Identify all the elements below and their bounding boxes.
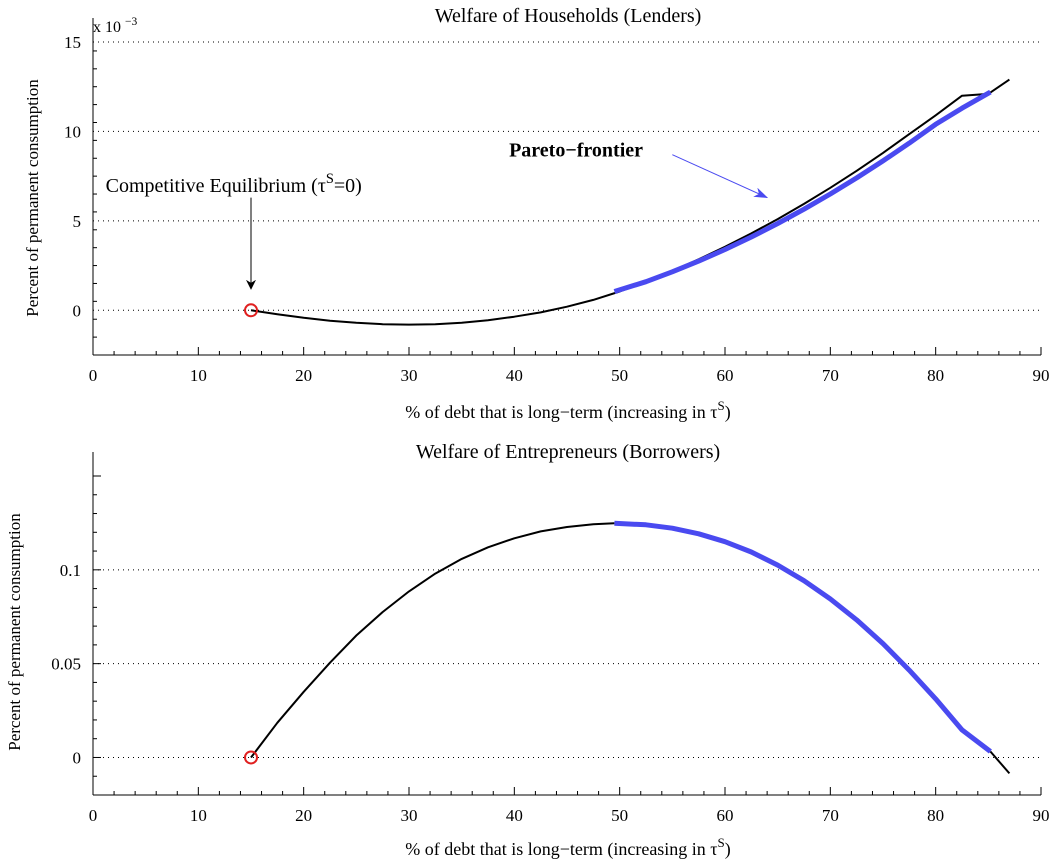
chart-title: Welfare of Households (Lenders) [435,5,702,27]
x-tick-label: 30 [401,806,418,825]
pareto-frontier-line [613,89,992,294]
x-tick-label: 20 [295,806,312,825]
competitive-equilibrium-label: Competitive Equilibrium (τS=0) [106,171,362,197]
y-axis-label: Percent of permanent consumption [5,513,24,751]
x-tick-label: 70 [822,366,839,385]
competitive-equilibrium-marker [244,303,258,318]
y-tick-label: 15 [64,33,81,52]
y-tick-label: 0 [73,748,82,767]
x-tick-label: 40 [506,366,523,385]
x-tick-label: 90 [1033,366,1050,385]
x-axis-label: % of debt that is long−term (increasing … [405,398,731,423]
x-tick-label: 50 [611,366,628,385]
chart-panel-1: 0 10 20 30 40 50 60 70 80 90 0 5 10 15 x 10 −3 Welfare … [23,5,1050,423]
x-tick-label: 10 [190,806,207,825]
competitive-equilibrium-marker [244,750,258,765]
y-tick-label: 0 [73,301,82,320]
x-tick-label: 10 [190,366,207,385]
x-tick-label: 80 [927,366,944,385]
x-tick-label: 80 [927,806,944,825]
x-tick-label: 40 [506,806,523,825]
x-tick-label: 50 [611,806,628,825]
x-tick-label: 60 [717,806,734,825]
pareto-frontier-label: Pareto−frontier [509,139,643,161]
welfare-line [250,522,615,759]
y-tick-label: 0.1 [60,561,81,580]
y-tick-label: 5 [73,212,82,231]
y-tick-label: 10 [64,122,81,141]
x-axis-label: % of debt that is long−term (increasing … [405,835,731,860]
x-tick-label: 70 [822,806,839,825]
x-tick-label: 20 [295,366,312,385]
y-axis-label: Percent of permanent consumption [23,79,42,317]
pareto-arrow [672,154,769,199]
x-tick-label: 0 [89,806,98,825]
x-tick-label: 30 [401,366,418,385]
x-tick-label: 60 [717,366,734,385]
chart-title: Welfare of Entrepreneurs (Borrowers) [416,441,720,463]
x-tick-label: 0 [89,366,98,385]
y-multiplier: x 10 −3 [93,16,137,36]
y-tick-label: 0.05 [51,655,81,674]
welfare-line [989,750,1011,775]
pareto-frontier-line [614,520,992,754]
chart-panel-2: 0 10 20 30 40 50 60 70 80 90 0 0.05 0.1 Welfare of En… [5,441,1050,860]
x-tick-label: 90 [1033,806,1050,825]
